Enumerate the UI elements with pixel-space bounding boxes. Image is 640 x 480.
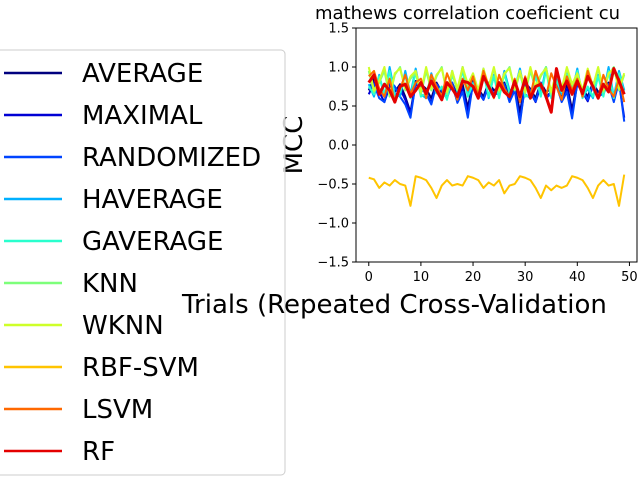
y-tick-label: −0.5 <box>317 178 349 193</box>
legend-label: KNN <box>82 269 138 299</box>
x-tick-label: 10 <box>413 270 430 285</box>
series-line-rbf-svm <box>368 174 626 207</box>
legend-label: RANDOMIZED <box>82 143 261 173</box>
x-tick-label: 40 <box>569 270 586 285</box>
legend-label: HAVERAGE <box>82 185 223 215</box>
chart-legend: AVERAGE MAXIMAL RANDOMIZED HAVERAGE GAVERAGE… <box>0 49 286 476</box>
series-line-rf <box>367 67 626 114</box>
plot-area <box>356 28 637 262</box>
x-tick-label: 50 <box>621 270 638 285</box>
legend-items: AVERAGE MAXIMAL RANDOMIZED HAVERAGE GAVERAGE… <box>4 59 261 467</box>
y-tick-label: 0.5 <box>328 100 349 115</box>
legend-item-rf: RF <box>4 437 115 467</box>
y-tick-label: 1.0 <box>328 61 349 76</box>
legend-item-average: AVERAGE <box>4 59 203 89</box>
x-axis-label: Trials (Repeated Cross-Validation <box>181 290 607 320</box>
legend-label: RBF-SVM <box>82 353 199 383</box>
legend-item-maximal: MAXIMAL <box>4 101 203 131</box>
legend-label: GAVERAGE <box>82 227 223 257</box>
y-tick-label: −1.5 <box>317 256 349 271</box>
legend-item-gaverage: GAVERAGE <box>4 227 223 257</box>
x-tick-label: 20 <box>465 270 482 285</box>
y-axis-ticks: 1.5 1.0 0.5 0.0 −0.5 −1.0 −1.5 <box>317 22 356 271</box>
legend-label: WKNN <box>82 311 164 341</box>
legend-item-lsvm: LSVM <box>4 395 153 425</box>
plot-background <box>356 28 637 262</box>
y-tick-label: −1.0 <box>317 217 349 232</box>
legend-item-haverage: HAVERAGE <box>4 185 223 215</box>
x-axis-ticks: 0 10 20 30 40 50 <box>365 262 638 285</box>
legend-item-wknn: WKNN <box>4 311 164 341</box>
legend-label: MAXIMAL <box>82 101 203 131</box>
chart-title: mathews correlation coeficient cu <box>315 3 620 24</box>
series-lines <box>367 66 626 207</box>
legend-label: RF <box>82 437 115 467</box>
legend-label: AVERAGE <box>82 59 203 89</box>
series-line-wknn <box>367 66 626 96</box>
x-tick-label: 30 <box>517 270 534 285</box>
legend-item-knn: KNN <box>4 269 138 299</box>
legend-label: LSVM <box>82 395 153 425</box>
legend-item-rbf-svm: RBF-SVM <box>4 353 199 383</box>
legend-box <box>0 49 286 476</box>
y-tick-label: 1.5 <box>328 22 349 37</box>
y-tick-label: 0.0 <box>328 139 349 154</box>
legend-item-randomized: RANDOMIZED <box>4 143 261 173</box>
x-tick-label: 0 <box>365 270 373 285</box>
